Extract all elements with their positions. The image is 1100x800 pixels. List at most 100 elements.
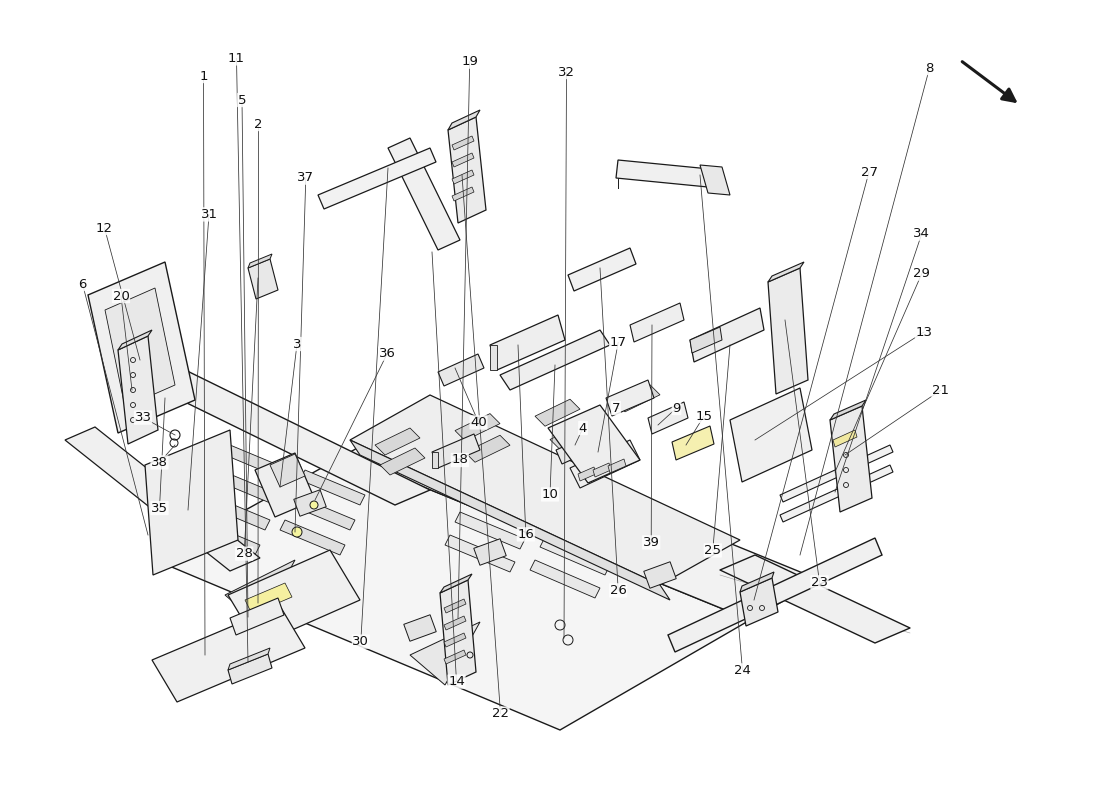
Polygon shape: [560, 491, 630, 529]
Polygon shape: [444, 616, 466, 630]
Polygon shape: [65, 427, 260, 571]
Text: 40: 40: [470, 416, 487, 429]
Polygon shape: [606, 380, 654, 416]
Polygon shape: [672, 426, 714, 460]
Polygon shape: [570, 440, 640, 488]
Polygon shape: [379, 448, 425, 475]
Polygon shape: [455, 414, 500, 441]
Text: 12: 12: [96, 222, 113, 234]
Polygon shape: [452, 170, 474, 184]
Polygon shape: [140, 365, 430, 505]
Text: 11: 11: [228, 52, 245, 65]
Text: 19: 19: [461, 55, 478, 68]
Polygon shape: [440, 580, 476, 685]
Text: eu: eu: [323, 402, 537, 578]
Polygon shape: [248, 254, 272, 268]
Text: 35: 35: [151, 502, 168, 514]
Text: 20: 20: [112, 290, 130, 302]
Polygon shape: [768, 262, 804, 282]
Polygon shape: [255, 453, 315, 517]
Polygon shape: [455, 512, 525, 549]
Polygon shape: [318, 148, 436, 209]
Text: a passion for
excellence 1985: a passion for excellence 1985: [195, 474, 546, 666]
Text: 31: 31: [200, 208, 218, 221]
Polygon shape: [690, 327, 722, 353]
Polygon shape: [444, 599, 466, 613]
Text: 39: 39: [642, 536, 660, 549]
Polygon shape: [404, 614, 437, 642]
Polygon shape: [720, 555, 910, 643]
Polygon shape: [226, 560, 295, 625]
Text: 28: 28: [235, 547, 253, 560]
Polygon shape: [214, 470, 280, 505]
Polygon shape: [644, 562, 676, 588]
Circle shape: [310, 501, 318, 509]
Polygon shape: [300, 470, 365, 505]
Polygon shape: [452, 187, 474, 201]
Text: 10: 10: [541, 488, 559, 501]
Text: 5: 5: [238, 94, 246, 106]
Polygon shape: [228, 648, 270, 670]
Text: 13: 13: [915, 326, 933, 338]
Polygon shape: [228, 550, 360, 645]
Polygon shape: [155, 455, 750, 730]
Polygon shape: [608, 459, 626, 473]
Text: 30: 30: [352, 635, 370, 648]
Polygon shape: [833, 430, 857, 447]
Polygon shape: [446, 535, 515, 572]
Text: 27: 27: [860, 166, 878, 178]
Text: 34: 34: [913, 227, 931, 240]
Text: 33: 33: [134, 411, 152, 424]
Polygon shape: [668, 538, 882, 652]
Polygon shape: [410, 622, 480, 685]
Polygon shape: [490, 315, 565, 370]
Polygon shape: [350, 440, 670, 600]
Text: 36: 36: [378, 347, 396, 360]
Text: 26: 26: [609, 584, 627, 597]
Polygon shape: [540, 537, 611, 575]
Polygon shape: [548, 405, 640, 483]
Polygon shape: [550, 422, 595, 450]
Polygon shape: [438, 354, 484, 386]
Polygon shape: [730, 388, 812, 482]
Polygon shape: [490, 345, 497, 370]
Polygon shape: [556, 432, 602, 464]
Polygon shape: [452, 136, 474, 150]
Polygon shape: [474, 538, 506, 566]
Polygon shape: [230, 598, 284, 635]
Polygon shape: [550, 514, 620, 552]
Polygon shape: [448, 110, 480, 130]
Polygon shape: [228, 654, 272, 684]
Polygon shape: [616, 160, 721, 188]
Polygon shape: [248, 259, 278, 299]
Text: 1: 1: [199, 70, 208, 82]
Polygon shape: [568, 248, 636, 291]
Circle shape: [292, 527, 302, 537]
Text: 4: 4: [579, 422, 587, 434]
Text: 32: 32: [558, 66, 575, 78]
Polygon shape: [88, 262, 195, 433]
Text: 2: 2: [254, 118, 263, 130]
Polygon shape: [444, 650, 466, 664]
Text: 17: 17: [609, 336, 627, 349]
Polygon shape: [375, 428, 420, 455]
Text: 18: 18: [451, 454, 469, 466]
Polygon shape: [104, 288, 175, 407]
Polygon shape: [535, 399, 580, 426]
Polygon shape: [195, 520, 260, 555]
Polygon shape: [780, 465, 893, 522]
Polygon shape: [690, 308, 764, 362]
Text: 8: 8: [925, 62, 934, 74]
Polygon shape: [152, 606, 305, 702]
Polygon shape: [578, 467, 596, 481]
Polygon shape: [440, 574, 472, 593]
Text: 37: 37: [297, 171, 315, 184]
Polygon shape: [432, 452, 438, 468]
Polygon shape: [530, 560, 600, 598]
Polygon shape: [700, 165, 730, 195]
Polygon shape: [740, 572, 774, 592]
Text: 25: 25: [704, 544, 722, 557]
Text: 29: 29: [913, 267, 931, 280]
Polygon shape: [350, 395, 740, 585]
Polygon shape: [768, 268, 808, 394]
